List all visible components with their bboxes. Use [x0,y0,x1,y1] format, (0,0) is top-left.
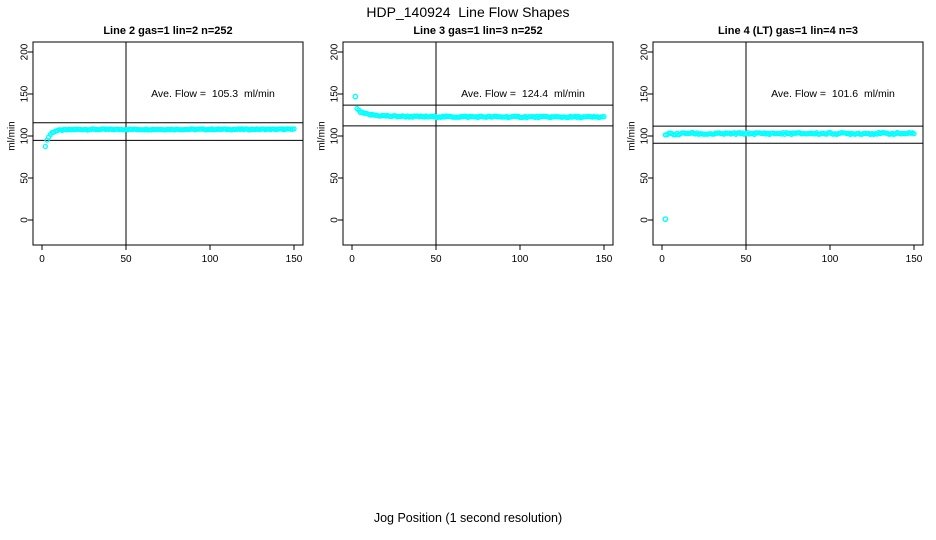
y-tick-label: 0 [330,217,341,223]
x-tick-label: 50 [740,254,752,265]
panel-box [342,41,614,246]
x-tick-label: 150 [596,254,613,265]
data-point [291,126,297,132]
y-tick-label: 50 [330,172,341,184]
y-tick-label: 150 [640,85,651,102]
x-tick-label: 0 [659,254,665,265]
y-tick-label: 150 [20,85,31,102]
panel-1-title: Line 2 gas=1 lin=2 n=252 [103,25,233,37]
y-tick-label: 50 [640,172,651,184]
data-point [42,143,49,150]
panel-box [32,41,304,246]
x-tick-label: 100 [512,254,529,265]
y-axis-unit-label: ml/min [317,121,328,150]
panel-2-title: Line 3 gas=1 lin=3 n=252 [413,25,543,37]
panel-3-title: Line 4 (LT) gas=1 lin=4 n=3 [717,25,859,37]
y-tick-label: 100 [640,127,651,144]
y-tick-label: 0 [20,217,31,223]
figure-title: HDP_140924 Line Flow Shapes [366,4,570,20]
x-tick-label: 100 [822,254,839,265]
y-tick-label: 0 [640,217,651,223]
y-tick-label: 100 [20,127,31,144]
x-axis-label: Jog Position (1 second resolution) [373,511,563,525]
panel-3-ave-flow-annotation: Ave. Flow = 101.6 ml/min [771,88,895,100]
panel-1-ave-flow-annotation: Ave. Flow = 105.3 ml/min [151,88,275,100]
y-tick-label: 200 [20,43,31,60]
y-tick-label: 150 [330,85,341,102]
outlier-point [352,93,359,100]
x-tick-label: 150 [286,254,303,265]
x-tick-label: 50 [430,254,442,265]
y-axis-unit-label: ml/min [627,121,638,150]
y-tick-label: 50 [20,172,31,184]
x-tick-label: 50 [120,254,132,265]
data-point [911,131,917,137]
y-tick-label: 100 [330,127,341,144]
x-tick-label: 0 [39,254,45,265]
x-tick-label: 150 [906,254,923,265]
y-tick-label: 200 [640,43,651,60]
y-axis-unit-label: ml/min [7,121,18,150]
x-tick-label: 0 [349,254,355,265]
y-tick-label: 200 [330,43,341,60]
x-tick-label: 100 [202,254,219,265]
data-point [601,114,607,120]
panel-2-ave-flow-annotation: Ave. Flow = 124.4 ml/min [461,88,585,100]
outlier-point [662,216,669,223]
